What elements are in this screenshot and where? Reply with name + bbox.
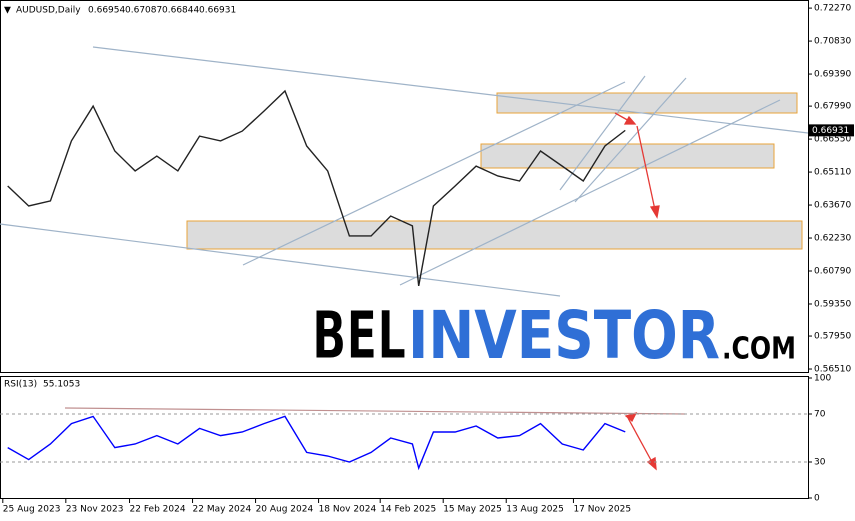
- x-tick-label: 15 May 2025: [443, 505, 502, 515]
- ohlc-value: 0.67087: [125, 6, 162, 16]
- y-tick-label: 0.57950: [814, 332, 851, 342]
- y-tick-label: 70: [814, 410, 826, 420]
- price-tag: [808, 124, 854, 137]
- rsi-trend-line: [64, 407, 686, 415]
- trend-line: [574, 77, 687, 203]
- ohlc-value: 0.66954: [88, 6, 125, 16]
- x-tick-label: 22 Feb 2024: [130, 505, 186, 515]
- x-tick-label: 25 Aug 2023: [3, 505, 61, 515]
- y-tick-label: 0.65110: [814, 168, 851, 178]
- x-tick-label: 20 Aug 2024: [256, 505, 314, 515]
- y-tick-label: 30: [814, 458, 826, 468]
- support-zone: [480, 143, 775, 169]
- y-tick-label: 0.70830: [814, 37, 851, 47]
- x-tick-label: 13 Aug 2025: [506, 505, 564, 515]
- y-tick-label: 0.59350: [814, 299, 851, 309]
- trend-line: [559, 75, 646, 191]
- series-line: [7, 89, 626, 287]
- y-tick-label: 0.63670: [814, 201, 851, 211]
- x-tick-label: 17 Nov 2025: [573, 505, 631, 515]
- arrow-head: [623, 115, 637, 125]
- trend-lines: [0, 46, 809, 297]
- forecast-arrows: [614, 112, 660, 471]
- y-tick-label: 0.56510: [814, 365, 851, 375]
- watermark-text: BEL: [312, 297, 406, 374]
- series-line: [7, 415, 626, 471]
- y-tick-label: 0.69390: [814, 70, 851, 80]
- arrow: [627, 417, 653, 463]
- price-tag-label: 0.66931: [812, 126, 849, 136]
- y-tick-label: 0.67990: [814, 102, 851, 112]
- rsi-panel: [0, 376, 809, 499]
- symbol-title: AUDUSD,Daily: [16, 6, 81, 16]
- resistance-zone: [496, 92, 798, 114]
- x-tick-label: 18 Nov 2024: [319, 505, 377, 515]
- watermark: BEL INVESTOR .COM: [312, 297, 797, 375]
- arrow: [636, 125, 656, 211]
- ohlc-value: 0.66931: [199, 6, 236, 16]
- y-tick-label: 0.62230: [814, 234, 851, 244]
- arrow-head: [646, 456, 657, 471]
- x-tick-label: 14 Feb 2025: [380, 505, 436, 515]
- trend-line: [0, 223, 561, 297]
- watermark-text: .COM: [722, 332, 796, 367]
- rsi-value: 55.1053: [43, 380, 80, 390]
- trend-line: [399, 99, 781, 286]
- x-tick-label: 22 May 2024: [193, 505, 252, 515]
- support-zone: [186, 220, 803, 250]
- rsi-title: RSI(13): [4, 380, 37, 390]
- trend-line: [242, 81, 626, 266]
- x-tick-label: 23 Nov 2023: [66, 505, 124, 515]
- y-tick-label: 100: [814, 374, 831, 384]
- watermark-text: INVESTOR: [408, 297, 720, 374]
- dropdown-icon[interactable]: ▼: [4, 6, 11, 16]
- price-panel: [0, 0, 809, 373]
- trend-line: [92, 46, 809, 134]
- arrow-head: [649, 205, 660, 219]
- y-tick-label: 0.72270: [814, 4, 851, 14]
- y-tick-label: 0.60790: [814, 267, 851, 277]
- y-tick-label: 0: [814, 494, 820, 504]
- ohlc-value: 0.66844: [162, 6, 199, 16]
- y-tick-label: 0.66550: [814, 135, 851, 145]
